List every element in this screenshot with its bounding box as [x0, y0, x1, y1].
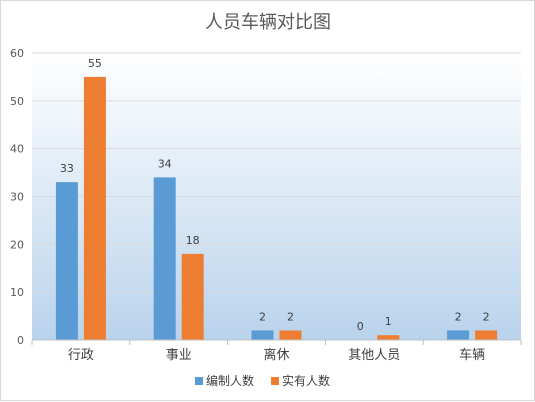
chart-title: 人员车辆对比图 — [205, 12, 331, 33]
legend-swatch — [195, 377, 203, 385]
x-axis-ticks: 行政 事业 离休 其他人员 车辆 — [31, 340, 522, 363]
x-category-label: 事业 — [166, 348, 192, 363]
legend: 编制人数 实有人数 — [195, 373, 330, 388]
x-category-label: 离休 — [263, 347, 289, 363]
legend-label: 实有人数 — [282, 373, 330, 388]
data-label: 2 — [287, 310, 294, 323]
data-label: 2 — [483, 310, 490, 323]
y-tick-label: 0 — [17, 334, 24, 347]
data-labels: 33 55 34 18 2 2 0 1 2 2 — [60, 57, 490, 333]
bar — [83, 76, 106, 341]
data-label: 2 — [455, 310, 462, 323]
data-label: 2 — [259, 310, 266, 323]
x-category-label: 车辆 — [459, 347, 485, 363]
data-label: 18 — [186, 234, 200, 247]
bar — [181, 253, 204, 340]
y-tick-label: 60 — [10, 47, 24, 60]
y-tick-label: 20 — [10, 238, 24, 251]
x-category-label: 行政 — [68, 348, 94, 363]
bar — [153, 177, 176, 340]
data-label: 1 — [385, 315, 392, 328]
y-tick-label: 40 — [10, 143, 24, 156]
y-axis-ticks: 0 10 20 30 40 50 60 — [10, 47, 24, 347]
legend-swatch — [271, 377, 279, 385]
y-tick-label: 50 — [10, 95, 24, 108]
bar — [251, 330, 274, 340]
bar — [55, 182, 78, 340]
data-label: 55 — [88, 57, 102, 70]
y-tick-label: 30 — [10, 191, 24, 204]
y-tick-label: 10 — [10, 286, 24, 299]
data-label: 34 — [158, 157, 172, 170]
bar — [377, 335, 400, 340]
data-label: 0 — [357, 320, 364, 333]
data-label: 33 — [60, 162, 74, 175]
bar — [475, 330, 498, 340]
gridlines — [32, 52, 521, 293]
x-category-label: 其他人员 — [348, 348, 400, 363]
bar — [279, 330, 302, 340]
legend-label: 编制人数 — [206, 373, 254, 388]
bar — [447, 330, 470, 340]
bars — [55, 76, 498, 341]
